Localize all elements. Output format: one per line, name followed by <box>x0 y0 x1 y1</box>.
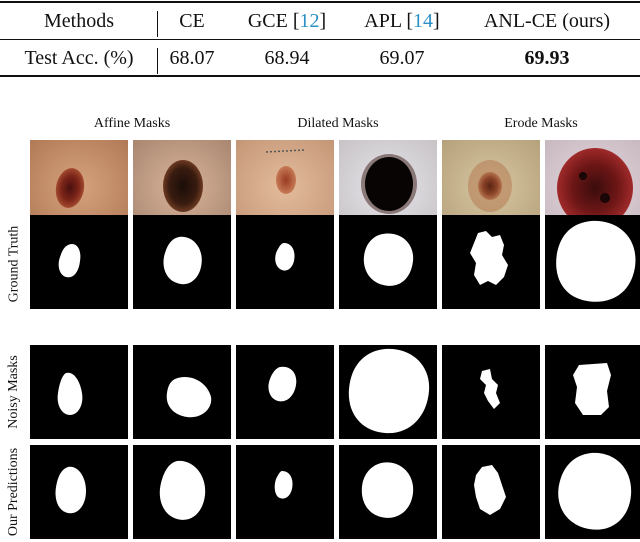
table-bottom-rule <box>0 75 640 77</box>
table-mid-rule <box>0 39 640 40</box>
predicted-mask <box>236 445 334 539</box>
row-label-ground-truth: Ground Truth <box>6 225 22 303</box>
header-ours: ANL-CE (ours) <box>483 10 611 32</box>
mask-comparison-figure: Affine Masks Dilated Masks Erode Masks G… <box>0 95 640 542</box>
column-separator <box>157 11 158 37</box>
header-ce: CE <box>179 10 205 32</box>
header-apl-label: APL <box>364 10 402 32</box>
noisy-mask <box>545 345 640 439</box>
predicted-mask <box>442 445 540 539</box>
value-ours: 69.93 <box>524 47 570 69</box>
row-label-our-predictions: Our Predictions <box>6 447 22 537</box>
predicted-mask <box>339 445 437 539</box>
row-label-noisy-masks: Noisy Masks <box>6 355 22 429</box>
column-separator <box>157 48 158 74</box>
header-apl: APL [14] <box>364 10 440 32</box>
row-label-test-acc: Test Acc. (%) <box>24 47 134 69</box>
header-gce-citation[interactable]: 12 <box>299 10 320 32</box>
noisy-mask <box>339 345 437 439</box>
group-title-erode: Erode Masks <box>504 116 578 131</box>
ground-truth-mask <box>339 215 437 309</box>
predicted-mask <box>133 445 231 539</box>
header-methods: Methods <box>44 10 114 32</box>
group-title-dilated: Dilated Masks <box>297 116 379 131</box>
value-apl: 69.07 <box>379 47 425 69</box>
ground-truth-mask <box>545 215 640 309</box>
group-title-affine: Affine Masks <box>93 116 171 131</box>
noisy-mask <box>133 345 231 439</box>
header-apl-citation[interactable]: 14 <box>413 10 434 32</box>
predicted-mask <box>30 445 128 539</box>
ground-truth-mask <box>236 215 334 309</box>
noisy-mask <box>442 345 540 439</box>
value-ce: 68.07 <box>169 47 215 69</box>
table-header-row: Methods CE GCE [12] APL [14] ANL-CE (our… <box>0 3 640 39</box>
noisy-mask <box>236 345 334 439</box>
header-gce: GCE [12] <box>247 10 327 32</box>
value-gce: 68.94 <box>264 47 310 69</box>
predicted-mask <box>545 445 640 539</box>
header-gce-label: GCE <box>247 10 288 32</box>
ground-truth-mask <box>133 215 231 309</box>
ground-truth-mask <box>442 215 540 309</box>
table-top-rule <box>0 1 640 3</box>
ground-truth-mask <box>30 215 128 309</box>
noisy-mask <box>30 345 128 439</box>
table-row: Test Acc. (%) 68.07 68.94 69.07 69.93 <box>0 40 640 76</box>
